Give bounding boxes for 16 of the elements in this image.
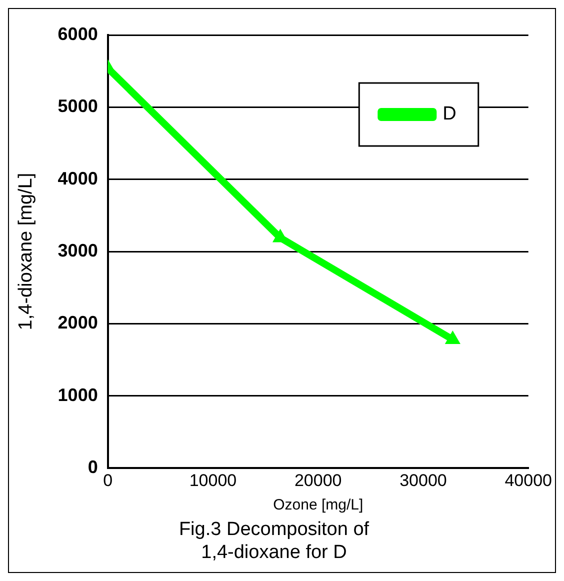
x-tick-label: 0 [103,470,113,490]
y-tick-label: 1000 [58,384,98,405]
legend-label: D [442,104,456,125]
y-tick-label: 0 [88,456,98,477]
x-tick-label: 30000 [400,470,447,490]
y-tick-label: 5000 [58,96,98,116]
x-tick-label: 40000 [504,470,552,490]
x-tick-label: 20000 [294,470,342,490]
y-axis-title: 1,4-dioxane [mg/L] [16,172,37,330]
x-tick-label: 10000 [189,470,237,490]
text: Fig.3 Decompositon of 1,4-dioxane for D [178,519,370,563]
y-tick-label: 4000 [58,168,98,188]
x-axis-title: Ozone [mg/L] [273,496,364,514]
y-tick-label: 6000 [58,24,98,44]
y-tick-label: 2000 [58,312,98,333]
y-tick-label: 3000 [58,240,98,260]
